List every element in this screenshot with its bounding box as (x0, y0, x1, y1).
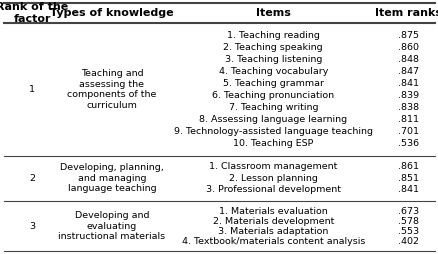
Text: .860: .860 (397, 43, 418, 52)
Text: .811: .811 (397, 115, 418, 124)
Text: 3: 3 (29, 222, 35, 231)
Text: 4. Teaching vocabulary: 4. Teaching vocabulary (218, 67, 327, 76)
Text: 6. Teaching pronunciation: 6. Teaching pronunciation (212, 91, 334, 100)
Text: 5. Teaching grammar: 5. Teaching grammar (222, 79, 323, 88)
Text: 1. Classroom management: 1. Classroom management (208, 163, 337, 171)
Text: Items: Items (255, 8, 290, 18)
Text: .847: .847 (397, 67, 418, 76)
Text: 1: 1 (29, 85, 35, 94)
Text: .402: .402 (397, 237, 418, 246)
Text: 2. Lesson planning: 2. Lesson planning (228, 174, 317, 183)
Text: .851: .851 (397, 174, 418, 183)
Text: Item ranks: Item ranks (374, 8, 438, 18)
Text: .861: .861 (397, 163, 418, 171)
Text: .848: .848 (397, 55, 418, 64)
Text: .536: .536 (397, 139, 418, 148)
Text: 3. Teaching listening: 3. Teaching listening (224, 55, 321, 64)
Text: 4. Textbook/materials content analysis: 4. Textbook/materials content analysis (181, 237, 364, 246)
Text: 9. Technology-assisted language teaching: 9. Technology-assisted language teaching (173, 127, 372, 136)
Text: 3. Professional development: 3. Professional development (205, 185, 340, 194)
Text: 1. Teaching reading: 1. Teaching reading (226, 31, 319, 40)
Text: .841: .841 (397, 185, 418, 194)
Text: .875: .875 (397, 31, 418, 40)
Text: 1. Materials evaluation: 1. Materials evaluation (219, 207, 327, 216)
Text: 2. Materials development: 2. Materials development (212, 217, 333, 226)
Text: .839: .839 (397, 91, 418, 100)
Text: .841: .841 (397, 79, 418, 88)
Text: 2: 2 (29, 174, 35, 183)
Text: 10. Teaching ESP: 10. Teaching ESP (233, 139, 313, 148)
Text: 7. Teaching writing: 7. Teaching writing (228, 103, 317, 112)
Text: 3. Materials adaptation: 3. Materials adaptation (218, 227, 328, 236)
Text: .578: .578 (397, 217, 418, 226)
Text: .673: .673 (397, 207, 418, 216)
Text: .701: .701 (397, 127, 418, 136)
Text: .838: .838 (397, 103, 418, 112)
Text: Teaching and
assessing the
components of the
curriculum: Teaching and assessing the components of… (67, 69, 156, 109)
Text: 2. Teaching speaking: 2. Teaching speaking (223, 43, 322, 52)
Text: Rank of the
factor: Rank of the factor (0, 2, 68, 24)
Text: Developing and
evaluating
instructional materials: Developing and evaluating instructional … (58, 211, 165, 241)
Text: 8. Assessing language learning: 8. Assessing language learning (199, 115, 346, 124)
Text: Developing, planning,
and managing
language teaching: Developing, planning, and managing langu… (60, 163, 163, 193)
Text: .553: .553 (397, 227, 418, 236)
Text: Types of knowledge: Types of knowledge (50, 8, 173, 18)
